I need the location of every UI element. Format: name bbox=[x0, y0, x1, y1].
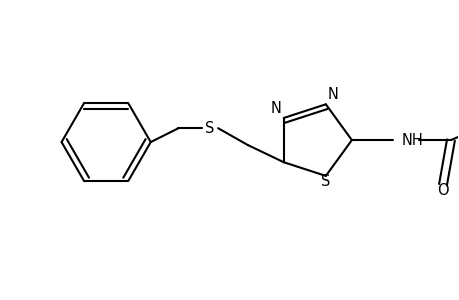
Text: S: S bbox=[320, 174, 330, 189]
Text: S: S bbox=[205, 121, 214, 136]
Text: N: N bbox=[327, 87, 338, 102]
Text: O: O bbox=[436, 183, 448, 198]
Text: N: N bbox=[270, 101, 281, 116]
Text: NH: NH bbox=[401, 133, 422, 148]
